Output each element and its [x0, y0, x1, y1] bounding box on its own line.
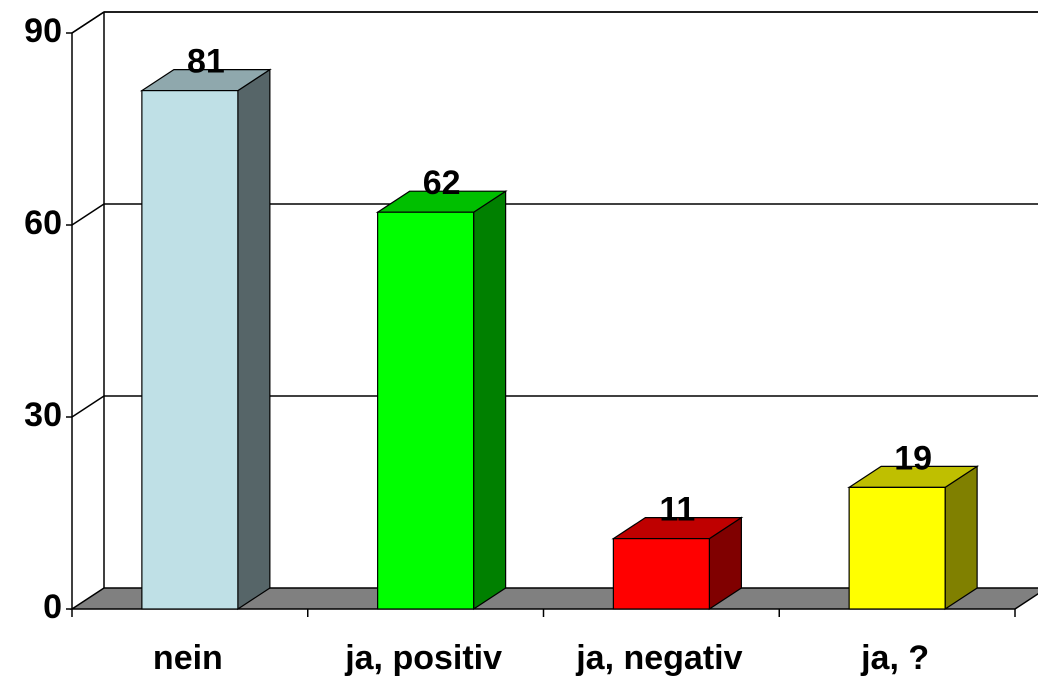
- x-tick-label: ja, ?: [860, 639, 929, 677]
- x-tick-label: ja, positiv: [344, 639, 502, 677]
- bar: [139, 68, 272, 611]
- bar-front: [377, 211, 475, 610]
- y-tick-label: 30: [24, 396, 62, 434]
- bar: [375, 190, 508, 611]
- value-label: 11: [659, 491, 695, 529]
- bar-front: [141, 89, 239, 610]
- bar: [611, 516, 744, 611]
- x-tick-label: ja, negativ: [575, 639, 742, 677]
- y-tick-label: 90: [24, 12, 62, 50]
- bar-side: [473, 190, 507, 611]
- grid-line: [71, 203, 1038, 226]
- bar-front: [612, 537, 710, 610]
- value-label: 62: [423, 164, 461, 202]
- value-label: 19: [894, 439, 932, 477]
- y-tick-label: 0: [43, 588, 62, 626]
- bar-side: [944, 465, 978, 611]
- bar: [847, 465, 980, 611]
- x-tick-label: nein: [153, 639, 223, 677]
- bar-front: [848, 486, 946, 610]
- bar-side: [237, 68, 271, 611]
- grid-line: [71, 395, 1038, 418]
- value-label: 81: [187, 43, 225, 81]
- y-tick-label: 60: [24, 204, 62, 242]
- grid-line: [71, 11, 1038, 34]
